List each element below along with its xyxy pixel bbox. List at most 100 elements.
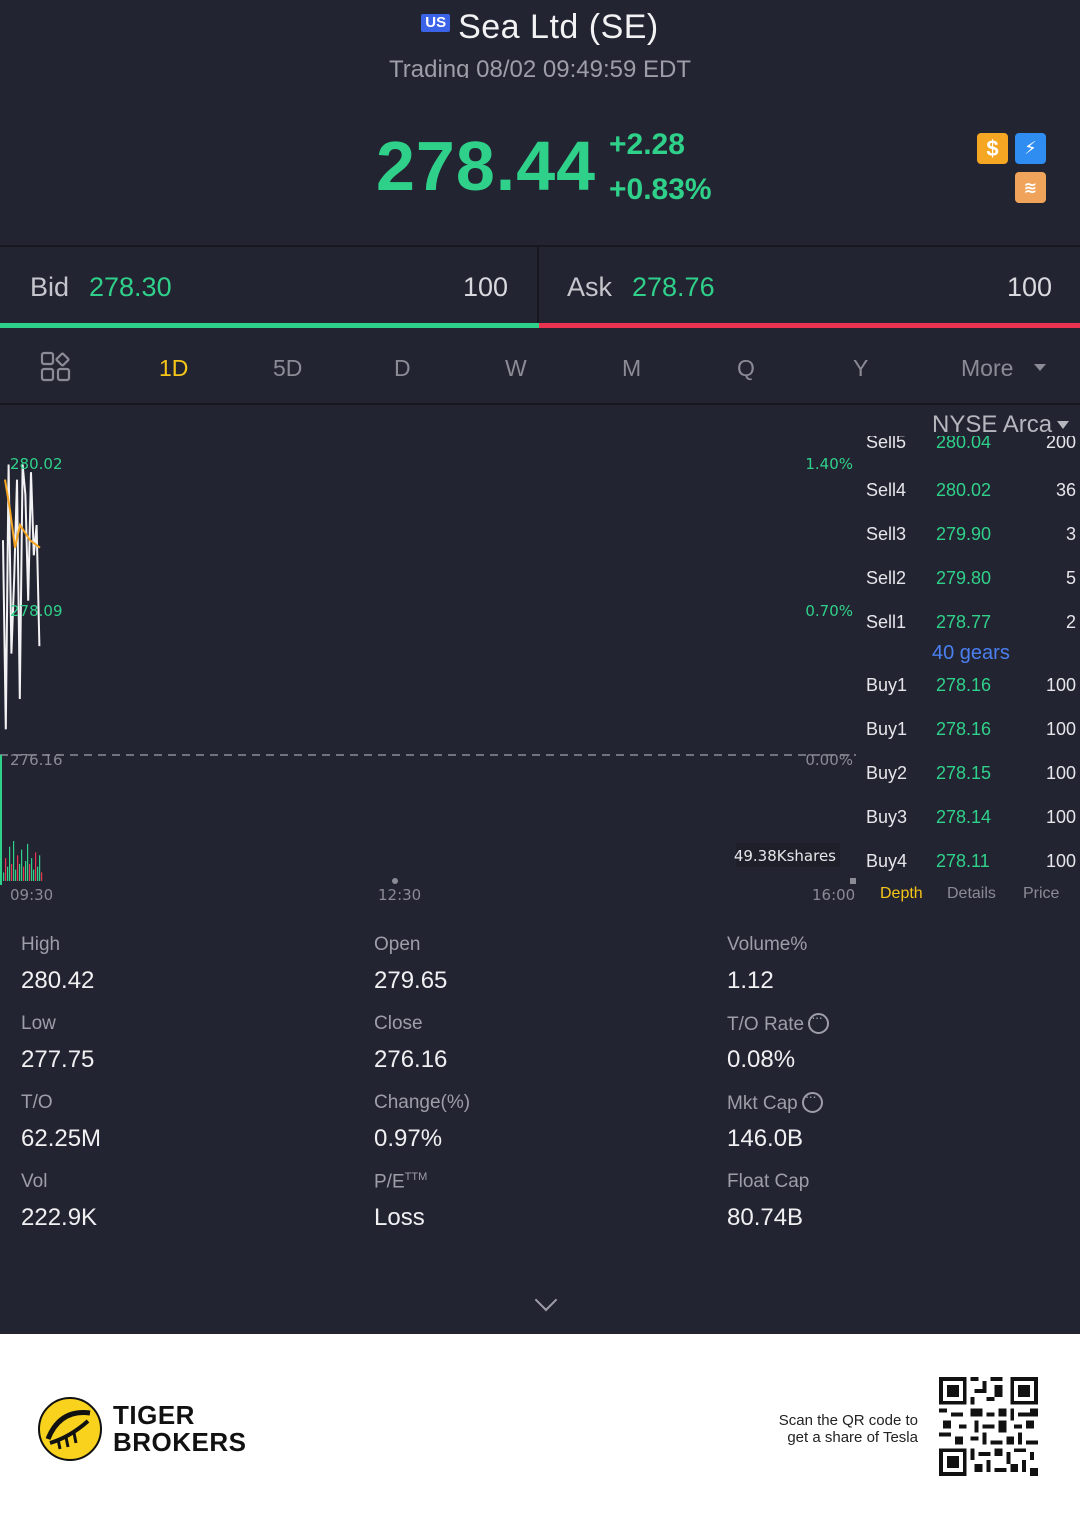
stat-label-text: T/O Rate: [727, 1014, 805, 1035]
tab-depth[interactable]: Depth: [880, 885, 923, 902]
tab-details[interactable]: Details: [947, 885, 996, 902]
volume-bar: [19, 863, 21, 881]
divider: [0, 403, 1080, 405]
order-level-qty: 36: [1055, 480, 1076, 500]
order-book-sell-row: Sell2 279.80 5: [866, 568, 1076, 592]
order-book-sell-row: Sell3 279.90 3: [866, 524, 1076, 548]
stat-market-cap: 146.0B: [727, 1125, 804, 1152]
last-price: 278.44: [376, 127, 597, 205]
average-series-line: [4, 479, 41, 549]
order-level-name: Buy1: [866, 719, 908, 739]
bid-strength-bar: [0, 323, 539, 328]
order-level-qty: 100: [1045, 763, 1076, 783]
stat-pe: Loss: [374, 1204, 425, 1231]
stack-icon[interactable]: ≋: [1015, 172, 1046, 203]
stat-label-change: Change(%): [374, 1092, 471, 1113]
stat-turnover-rate: 0.08%: [727, 1046, 796, 1073]
order-book-partial-row: Sell5 280.04 200: [860, 436, 1080, 466]
more-info-icon[interactable]: [808, 1009, 830, 1034]
exchange-selector[interactable]: NYSE Arca: [932, 411, 1053, 438]
intraday-chart[interactable]: 280.02 278.09 276.16 1.40% 0.70% 0.00% 4…: [0, 405, 860, 905]
tab-month[interactable]: M: [622, 355, 642, 381]
ask-quantity: 100: [1007, 272, 1053, 302]
order-level-price: 279.80: [936, 568, 992, 588]
layout-grid-icon[interactable]: [40, 351, 72, 383]
dollar-icon[interactable]: $: [977, 133, 1008, 164]
order-level-name: Sell5: [866, 436, 907, 452]
order-book-buy-row: Buy1 278.16 100: [866, 675, 1076, 699]
ask-price: 278.76: [632, 272, 715, 302]
volume-label: 49.38Kshares: [734, 847, 836, 865]
stat-label-high: High: [21, 934, 61, 955]
order-level-name: Sell3: [866, 524, 907, 544]
promo-text: get a share of Tesla: [787, 1429, 918, 1446]
stat-float-cap: 80.74B: [727, 1204, 804, 1231]
order-level-price: 278.11: [936, 851, 990, 871]
order-book-buy-row: Buy1 278.16 100: [866, 719, 1076, 743]
stat-label-text: P/E: [374, 1171, 405, 1193]
divider: [0, 245, 1080, 247]
brand-name: BROKERS: [113, 1427, 247, 1457]
expand-chevron-icon[interactable]: [534, 1288, 558, 1312]
volume-bar: [11, 863, 13, 881]
chevron-down-icon[interactable]: [1033, 363, 1047, 373]
qr-code-icon[interactable]: [939, 1377, 1038, 1476]
ask-strength-bar: [539, 323, 1080, 328]
volume-bar: [7, 866, 9, 881]
tab-1d[interactable]: 1D: [159, 355, 189, 381]
y-label-high: 280.02: [10, 455, 63, 473]
volume-bar: [37, 866, 39, 881]
chevron-down-icon[interactable]: [1057, 421, 1069, 429]
gears-link[interactable]: 40 gears: [932, 642, 1010, 664]
volume-bar: [9, 846, 11, 881]
volume-bar: [41, 872, 43, 881]
volume-bar: [15, 869, 17, 881]
volume-bar: [17, 855, 19, 881]
stat-label-turnover-rate: T/O Rate: [727, 1009, 830, 1036]
order-level-qty: 2: [1065, 612, 1076, 632]
page-title: Sea Ltd (SE): [458, 8, 659, 46]
order-level-price: 279.90: [936, 524, 992, 544]
stat-label-volume-pct: Volume%: [727, 934, 808, 955]
bid-panel[interactable]: [0, 247, 537, 325]
volume-label-bg: [736, 843, 840, 867]
stat-high: 280.42: [21, 967, 95, 994]
tab-quarter[interactable]: Q: [737, 355, 755, 381]
volume-bar: [27, 843, 29, 881]
price-change: +2.28: [609, 128, 685, 161]
tiger-logo-icon: [38, 1397, 102, 1461]
order-book-sell-row: Sell1 278.77 2: [866, 612, 1076, 636]
order-level-price: 280.04: [936, 436, 992, 452]
tab-5d[interactable]: 5D: [273, 355, 303, 381]
volume-bar: [5, 858, 7, 881]
flash-icon[interactable]: ⚡: [1015, 133, 1046, 164]
ask-panel[interactable]: [539, 247, 1080, 325]
stat-label-sup: TTM: [404, 1171, 428, 1183]
order-book-buy-row: Buy4 278.11 100: [866, 851, 1076, 875]
volume-bar: [39, 855, 41, 881]
tab-week[interactable]: W: [505, 355, 527, 381]
divider: [537, 247, 539, 325]
tab-day[interactable]: D: [394, 355, 411, 381]
tab-year[interactable]: Y: [853, 355, 869, 381]
ask-label: Ask: [567, 272, 613, 302]
brand-name: TIGER: [113, 1400, 195, 1430]
stat-label-close: Close: [374, 1013, 423, 1034]
bid-quantity: 100: [463, 272, 509, 302]
order-level-qty: 200: [1045, 436, 1076, 452]
volume-bar: [21, 849, 23, 881]
stat-label-turnover: T/O: [21, 1092, 53, 1113]
order-level-price: 280.02: [936, 480, 992, 500]
tab-more[interactable]: More: [961, 355, 1014, 381]
market-badge: US: [421, 13, 451, 32]
footer-banner: [0, 1334, 1080, 1521]
order-level-price: 278.77: [936, 612, 992, 632]
tab-price[interactable]: Price: [1023, 885, 1060, 902]
bid-price: 278.30: [89, 272, 172, 302]
order-level-price: 278.14: [936, 807, 992, 827]
x-tick-dot: [392, 878, 398, 884]
more-info-icon[interactable]: [801, 1088, 823, 1113]
stat-open: 279.65: [374, 967, 448, 994]
order-level-price: 278.15: [936, 763, 992, 783]
bid-label: Bid: [30, 272, 70, 302]
